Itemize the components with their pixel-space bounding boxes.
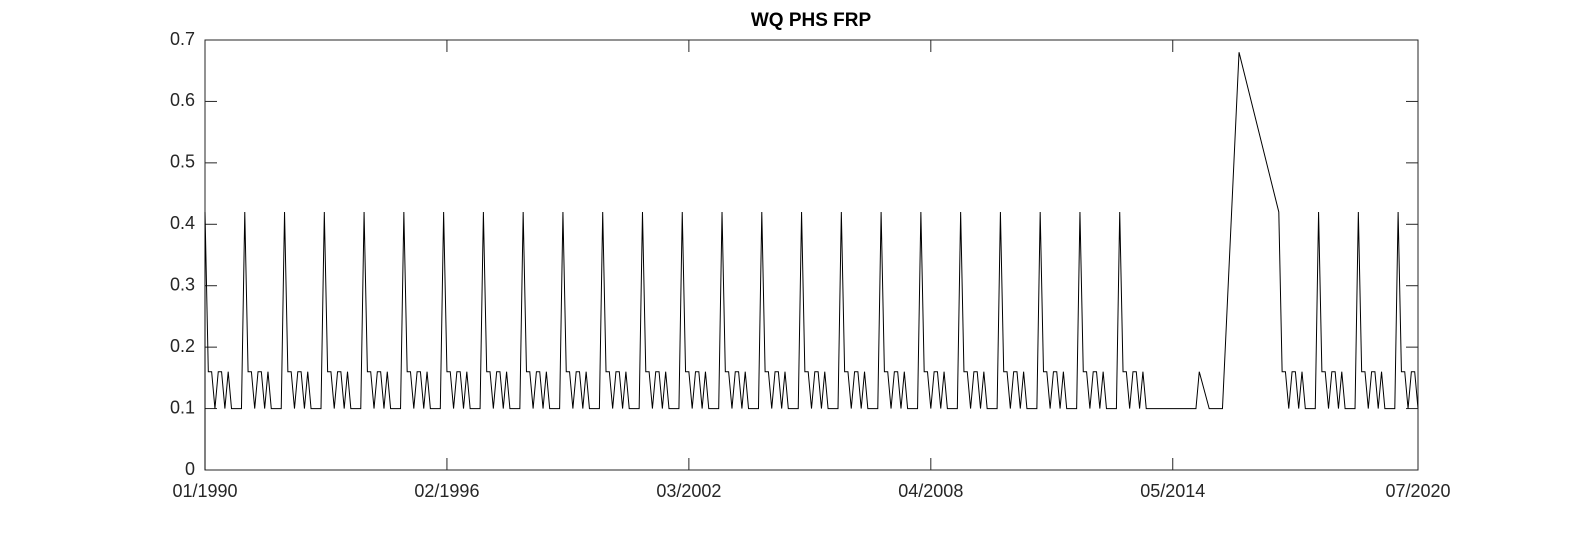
x-tick-label: 04/2008	[898, 481, 963, 501]
y-tick-label: 0.2	[170, 336, 195, 356]
x-tick-label: 05/2014	[1140, 481, 1205, 501]
y-tick-label: 0.4	[170, 213, 195, 233]
data-line	[204, 52, 1419, 470]
y-tick-label: 0	[185, 459, 195, 479]
x-tick-label: 02/1996	[414, 481, 479, 501]
x-tick-label: 07/2020	[1385, 481, 1450, 501]
y-tick-label: 0.3	[170, 274, 195, 294]
y-tick-label: 0.5	[170, 152, 195, 172]
y-tick-label: 0.6	[170, 90, 195, 110]
y-tick-label: 0.7	[170, 29, 195, 49]
chart-title: WQ PHS FRP	[751, 10, 872, 31]
x-tick-label: 01/1990	[172, 481, 237, 501]
x-tick-label: 03/2002	[656, 481, 721, 501]
y-tick-label: 0.1	[170, 397, 195, 417]
